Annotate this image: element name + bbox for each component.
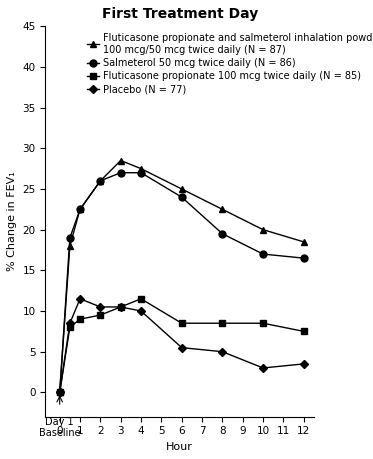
Fluticasone propionate and salmeterol inhalation powder
100 mcg/50 mcg twice daily (N = 87) (119, 158, 123, 163)
Salmeterol 50 mcg twice daily (N = 86) (57, 390, 62, 395)
Fluticasone propionate 100 mcg twice daily (N = 85) (78, 316, 82, 322)
Legend: Fluticasone propionate and salmeterol inhalation powder
100 mcg/50 mcg twice dai: Fluticasone propionate and salmeterol in… (85, 31, 373, 97)
Fluticasone propionate and salmeterol inhalation powder
100 mcg/50 mcg twice daily (N = 87) (68, 243, 72, 249)
Placebo (N = 77) (261, 365, 265, 371)
Placebo (N = 77) (98, 304, 103, 310)
Fluticasone propionate and salmeterol inhalation powder
100 mcg/50 mcg twice daily (N = 87) (78, 207, 82, 212)
Salmeterol 50 mcg twice daily (N = 86) (78, 207, 82, 212)
Fluticasone propionate and salmeterol inhalation powder
100 mcg/50 mcg twice daily (N = 87) (301, 239, 306, 245)
Y-axis label: % Change in FEV₁: % Change in FEV₁ (7, 172, 17, 271)
Text: Day 1
Baseline: Day 1 Baseline (39, 417, 81, 438)
Fluticasone propionate and salmeterol inhalation powder
100 mcg/50 mcg twice daily (N = 87) (261, 227, 265, 232)
Fluticasone propionate 100 mcg twice daily (N = 85) (139, 296, 143, 302)
Fluticasone propionate 100 mcg twice daily (N = 85) (98, 312, 103, 318)
Placebo (N = 77) (119, 304, 123, 310)
Salmeterol 50 mcg twice daily (N = 86) (220, 231, 225, 236)
Placebo (N = 77) (179, 345, 184, 350)
Salmeterol 50 mcg twice daily (N = 86) (119, 170, 123, 175)
Fluticasone propionate and salmeterol inhalation powder
100 mcg/50 mcg twice daily (N = 87) (179, 186, 184, 192)
Placebo (N = 77) (301, 361, 306, 367)
Line: Placebo (N = 77): Placebo (N = 77) (57, 296, 307, 395)
Placebo (N = 77) (68, 320, 72, 326)
Fluticasone propionate and salmeterol inhalation powder
100 mcg/50 mcg twice daily (N = 87) (98, 178, 103, 184)
Placebo (N = 77) (78, 296, 82, 302)
Fluticasone propionate and salmeterol inhalation powder
100 mcg/50 mcg twice daily (N = 87) (220, 207, 225, 212)
Title: First Treatment Day: First Treatment Day (101, 7, 258, 21)
Salmeterol 50 mcg twice daily (N = 86) (68, 235, 72, 241)
Line: Fluticasone propionate 100 mcg twice daily (N = 85): Fluticasone propionate 100 mcg twice dai… (56, 295, 307, 396)
Fluticasone propionate 100 mcg twice daily (N = 85) (261, 320, 265, 326)
Salmeterol 50 mcg twice daily (N = 86) (139, 170, 143, 175)
Fluticasone propionate 100 mcg twice daily (N = 85) (119, 304, 123, 310)
Salmeterol 50 mcg twice daily (N = 86) (98, 178, 103, 184)
Line: Salmeterol 50 mcg twice daily (N = 86): Salmeterol 50 mcg twice daily (N = 86) (56, 169, 307, 396)
Placebo (N = 77) (139, 308, 143, 314)
Salmeterol 50 mcg twice daily (N = 86) (261, 252, 265, 257)
Fluticasone propionate 100 mcg twice daily (N = 85) (179, 320, 184, 326)
Placebo (N = 77) (57, 390, 62, 395)
Line: Fluticasone propionate and salmeterol inhalation powder
100 mcg/50 mcg twice daily (N = 87): Fluticasone propionate and salmeterol in… (56, 157, 307, 396)
Placebo (N = 77) (220, 349, 225, 354)
Salmeterol 50 mcg twice daily (N = 86) (301, 255, 306, 261)
Fluticasone propionate 100 mcg twice daily (N = 85) (57, 390, 62, 395)
Fluticasone propionate and salmeterol inhalation powder
100 mcg/50 mcg twice daily (N = 87) (57, 390, 62, 395)
X-axis label: Hour: Hour (166, 442, 193, 452)
Fluticasone propionate and salmeterol inhalation powder
100 mcg/50 mcg twice daily (N = 87) (139, 166, 143, 171)
Salmeterol 50 mcg twice daily (N = 86) (179, 194, 184, 200)
Fluticasone propionate 100 mcg twice daily (N = 85) (220, 320, 225, 326)
Fluticasone propionate 100 mcg twice daily (N = 85) (301, 329, 306, 334)
Fluticasone propionate 100 mcg twice daily (N = 85) (68, 325, 72, 330)
